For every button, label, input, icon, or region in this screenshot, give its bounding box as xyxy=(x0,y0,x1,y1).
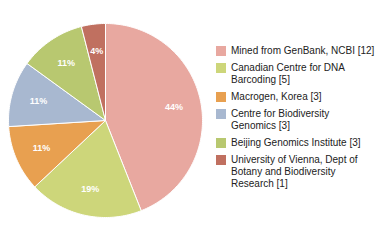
html-text:University of Vienna, Dept of: University of Vienna, Dept of Botany and… xyxy=(231,154,358,189)
html-text:Macrogen, Korea [3]: Macrogen, Korea [3] xyxy=(231,91,322,102)
html-text:Canadian Centre for DNA Barcod: Canadian Centre for DNA Barcoding [5] xyxy=(231,62,345,85)
html-text:Centre for Biodiversity Genomi: Centre for Biodiversity Genomics [3] xyxy=(231,108,330,131)
svg-text:44%: 44% xyxy=(165,102,183,112)
svg-text:4%: 4% xyxy=(90,46,103,56)
html-text:Mined from GenBank, NCBI [12]: Mined from GenBank, NCBI [12] xyxy=(231,45,375,56)
svg-text:19%: 19% xyxy=(81,184,99,194)
svg-text:11%: 11% xyxy=(33,143,51,153)
html-text:Beijing Genomics Institute [3]: Beijing Genomics Institute [3] xyxy=(231,137,361,148)
svg-text:11%: 11% xyxy=(30,96,48,106)
svg-text:11%: 11% xyxy=(57,58,75,68)
